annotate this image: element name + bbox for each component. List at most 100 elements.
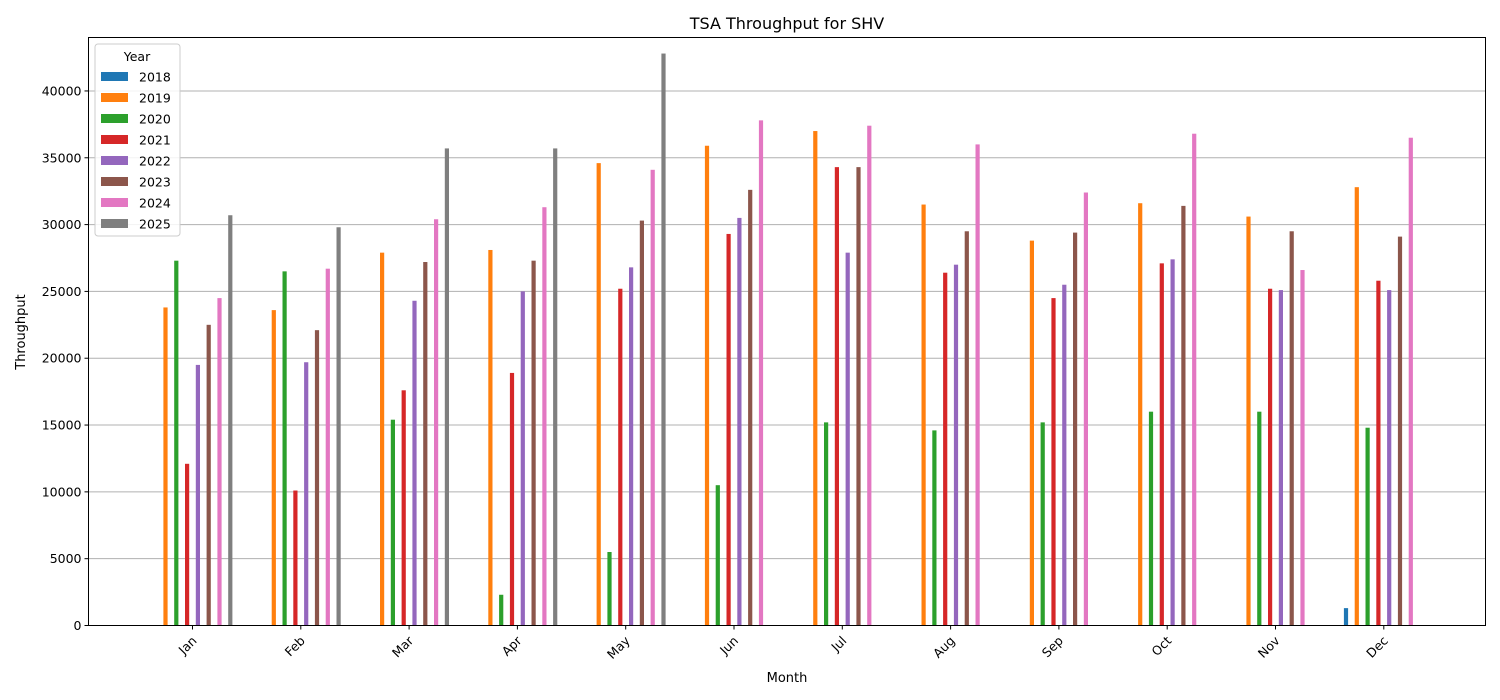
bar-2023-dec	[1397, 236, 1403, 626]
bar-2023-jun	[748, 189, 753, 626]
legend-label-2019: 2019	[139, 91, 171, 106]
x-tick-label: Mar	[389, 632, 417, 660]
bar-2021-jun	[726, 233, 731, 626]
bar-2019-jul	[813, 131, 818, 626]
x-tick-label: Dec	[1363, 633, 1391, 661]
bar-2020-aug	[932, 430, 937, 626]
bar-2021-jan	[185, 463, 190, 626]
bar-2024-sep	[1083, 192, 1088, 626]
bar-2024-apr	[542, 207, 547, 626]
y-axis-label: Throughput	[14, 294, 29, 371]
y-tick-label: 10000	[42, 484, 82, 499]
bar-2021-dec	[1376, 280, 1381, 626]
bar-2024-jan	[217, 298, 222, 626]
bar-2020-may	[607, 552, 612, 626]
bar-2023-mar	[423, 262, 428, 626]
bar-2024-oct	[1192, 133, 1197, 626]
bar-2022-may	[629, 267, 634, 626]
bar-2019-may	[596, 163, 601, 626]
x-tick-label: Apr	[499, 632, 526, 659]
bar-2021-aug	[943, 272, 948, 626]
bar-2023-may	[639, 220, 644, 626]
bar-2024-dec	[1408, 137, 1413, 626]
bar-2022-nov	[1278, 290, 1283, 626]
bar-2019-aug	[921, 204, 926, 626]
legend-swatch-2022	[101, 156, 128, 165]
legend-label-2023: 2023	[139, 175, 171, 190]
bar-2024-feb	[325, 268, 330, 626]
x-axis: Jan Feb Mar Apr May Jun Jul Aug Sep Oct Nov Dec	[175, 625, 1391, 662]
bar-2024-jul	[867, 125, 872, 626]
bar-2024-nov	[1300, 270, 1305, 626]
bar-2022-oct	[1170, 259, 1175, 626]
y-axis: 0 5000 10000 15000 20000 25000 30000 35000 40000	[42, 83, 89, 633]
x-tick-label: Nov	[1255, 633, 1283, 661]
bar-2022-feb	[304, 362, 309, 626]
bar-2024-jun	[758, 120, 764, 626]
bar-2024-mar	[434, 219, 439, 626]
x-axis-label: Month	[767, 671, 808, 686]
legend-box	[94, 43, 181, 237]
bar-2020-jun	[715, 485, 720, 626]
x-tick-label: Oct	[1148, 633, 1174, 659]
legend-label-2021: 2021	[139, 133, 171, 148]
bar-2020-jan	[174, 260, 179, 626]
legend-swatch-2025	[101, 219, 128, 228]
bar-2022-apr	[520, 291, 525, 626]
bar-2025-feb	[336, 227, 341, 626]
bar-2021-apr	[509, 372, 515, 626]
legend-swatch-2019	[101, 93, 128, 102]
bar-2023-oct	[1181, 205, 1186, 626]
x-tick-label: Aug	[930, 633, 958, 661]
x-tick-label: Jan	[175, 633, 200, 658]
bar-2019-nov	[1246, 216, 1251, 626]
legend-label-2018: 2018	[139, 70, 171, 85]
bar-2019-apr	[488, 249, 493, 626]
legend-swatch-2023	[101, 177, 128, 186]
legend-label-2024: 2024	[139, 196, 171, 211]
gridlines	[88, 90, 1486, 560]
legend-swatch-2018	[101, 72, 128, 81]
x-tick-label: Jun	[716, 633, 741, 658]
legend-swatch-2020	[101, 114, 128, 123]
bar-2023-nov	[1289, 231, 1294, 626]
legend-title: Year	[123, 49, 151, 64]
bar-2019-dec	[1354, 187, 1359, 626]
y-tick-label: 35000	[42, 150, 82, 165]
bar-2022-mar	[412, 300, 417, 626]
bar-2025-jan	[228, 215, 233, 626]
bar-2023-apr	[531, 260, 536, 626]
bar-2021-nov	[1268, 288, 1273, 626]
bar-2022-jan	[195, 364, 200, 626]
bar-2020-nov	[1257, 411, 1262, 626]
bar-2019-mar	[380, 252, 385, 626]
bar-2022-sep	[1062, 284, 1067, 626]
bar-2024-aug	[975, 144, 980, 626]
bar-2023-jan	[206, 324, 211, 626]
legend-items: 2018 2019 2020 2021 2022 2023 2024 2025	[101, 70, 171, 232]
bar-2024-may	[650, 169, 655, 626]
plot-frame	[88, 37, 1486, 626]
bar-2022-aug	[953, 264, 959, 626]
chart-title: TSA Throughput for SHV	[689, 14, 885, 33]
bar-2018-dec	[1343, 608, 1349, 626]
bar-2023-aug	[964, 231, 969, 626]
legend-swatch-2021	[101, 135, 128, 144]
bar-2021-jul	[834, 167, 839, 626]
legend-label-2022: 2022	[139, 154, 171, 169]
bars	[163, 53, 1413, 626]
bar-2023-jul	[856, 167, 861, 626]
x-tick-label: Jul	[827, 633, 849, 655]
bar-2023-sep	[1073, 232, 1078, 626]
y-tick-label: 5000	[50, 551, 82, 566]
bar-2022-dec	[1387, 290, 1392, 626]
bar-2025-may	[661, 53, 666, 626]
bar-2020-mar	[390, 419, 395, 626]
y-tick-label: 15000	[42, 418, 82, 433]
bar-2022-jun	[737, 217, 742, 626]
bar-2025-mar	[444, 148, 449, 626]
bar-2019-jun	[704, 145, 710, 626]
bar-2020-feb	[282, 271, 287, 626]
bar-2019-oct	[1138, 203, 1143, 626]
